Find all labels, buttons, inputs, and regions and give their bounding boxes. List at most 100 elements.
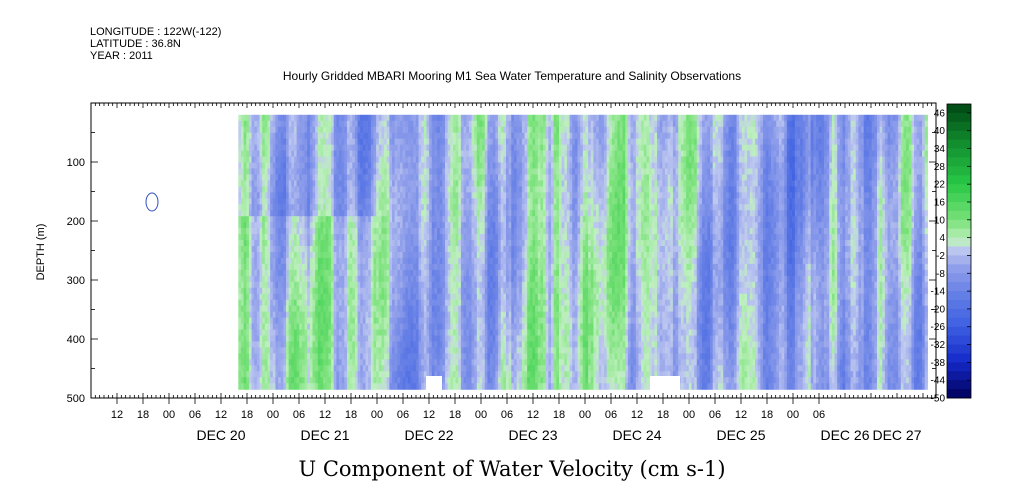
heatmap-cell (511, 204, 515, 211)
heatmap-cell (365, 311, 369, 319)
heatmap-cell (286, 186, 290, 193)
heatmap-cell (341, 210, 345, 217)
heatmap-cell (323, 365, 327, 372)
heatmap-cell (516, 174, 520, 181)
heatmap-cell (476, 371, 481, 378)
heatmap-cell (288, 347, 292, 354)
heatmap-cell (392, 251, 396, 259)
heatmap-cell (373, 180, 377, 187)
heatmap-cell (431, 299, 436, 307)
heatmap-cell (392, 305, 396, 313)
heatmap-cell (293, 240, 298, 247)
heatmap-cell (458, 192, 462, 199)
heatmap-cell (513, 132, 518, 140)
heatmap-cell (246, 156, 250, 164)
heatmap-cell (378, 365, 383, 372)
heatmap-cell (524, 132, 528, 140)
heatmap-cell (272, 120, 277, 128)
heatmap-cell (407, 168, 412, 176)
heatmap-cell (468, 234, 473, 241)
heatmap-cell (511, 275, 515, 283)
heatmap-cell (479, 162, 483, 170)
heatmap-cell (421, 138, 425, 146)
heatmap-cell (460, 377, 465, 384)
heatmap-cell (272, 353, 277, 360)
heatmap-cell (492, 186, 496, 193)
heatmap-cell (479, 114, 483, 122)
heatmap-cell (421, 305, 425, 313)
heatmap-cell (492, 150, 496, 158)
heatmap-cell (341, 383, 345, 390)
heatmap-cell (386, 383, 390, 390)
heatmap-cell (455, 168, 459, 176)
heatmap-cell (320, 144, 324, 152)
heatmap-cell (439, 216, 443, 223)
heatmap-cell (442, 311, 446, 319)
heatmap-cell (492, 275, 496, 283)
heatmap-cell (508, 377, 512, 384)
heatmap-cell (516, 132, 520, 140)
heatmap-cell (492, 240, 496, 247)
heatmap-cell (251, 347, 255, 354)
heatmap-cell (243, 192, 247, 199)
heatmap-cell (376, 120, 380, 128)
heatmap-cell (333, 281, 337, 289)
heatmap-cell (460, 126, 465, 134)
heatmap-cell (259, 150, 263, 158)
heatmap-cell (240, 150, 245, 158)
heatmap-cell (354, 168, 359, 176)
heatmap-cell (370, 269, 375, 277)
heatmap-cell (346, 198, 351, 205)
heatmap-cell (248, 180, 253, 187)
heatmap-cell (397, 120, 401, 128)
heatmap-cell (503, 156, 507, 164)
heatmap-cell (445, 311, 449, 319)
heatmap-cell (320, 210, 324, 217)
heatmap-cell (368, 311, 372, 319)
heatmap-cell (426, 353, 430, 360)
heatmap-cell (238, 383, 242, 390)
heatmap-cell (405, 246, 409, 253)
heatmap-cell (373, 281, 377, 289)
heatmap-cell (240, 335, 245, 343)
heatmap-cell (421, 371, 425, 378)
heatmap-cell (286, 305, 290, 313)
heatmap-cell (484, 204, 489, 211)
heatmap-cell (513, 210, 518, 217)
heatmap-cell (238, 371, 242, 378)
heatmap-cell (399, 210, 404, 217)
heatmap-cell (437, 234, 441, 241)
heatmap-cell (264, 371, 269, 378)
heatmap-cell (511, 299, 515, 307)
heatmap-cell (519, 359, 523, 366)
heatmap-cell (482, 257, 486, 265)
heatmap-cell (320, 162, 324, 170)
heatmap-cell (511, 329, 515, 337)
heatmap-cell (503, 317, 507, 325)
heatmap-cell (423, 156, 428, 164)
heatmap-cell (256, 144, 261, 152)
heatmap-cell (240, 168, 245, 176)
heatmap-cell (278, 287, 282, 295)
heatmap-cell (368, 299, 372, 307)
heatmap-cell (434, 234, 438, 241)
heatmap-cell (437, 263, 441, 271)
heatmap-cell (389, 251, 393, 259)
heatmap-cell (500, 210, 504, 217)
heatmap-cell (293, 323, 298, 331)
heatmap-cell (437, 198, 441, 205)
heatmap-cell (296, 162, 300, 170)
heatmap-cell (376, 341, 380, 348)
heatmap-cell (357, 293, 361, 301)
heatmap-cell (267, 371, 271, 378)
heatmap-cell (331, 305, 335, 313)
heatmap-cell (240, 198, 245, 205)
heatmap-cell (296, 168, 300, 176)
heatmap-cell (415, 138, 420, 146)
heatmap-cell (513, 347, 518, 354)
heatmap-cell (362, 156, 367, 164)
heatmap-cell (270, 263, 274, 271)
heatmap-cell (495, 293, 499, 301)
heatmap-cell (402, 114, 406, 122)
heatmap-cell (468, 383, 473, 390)
